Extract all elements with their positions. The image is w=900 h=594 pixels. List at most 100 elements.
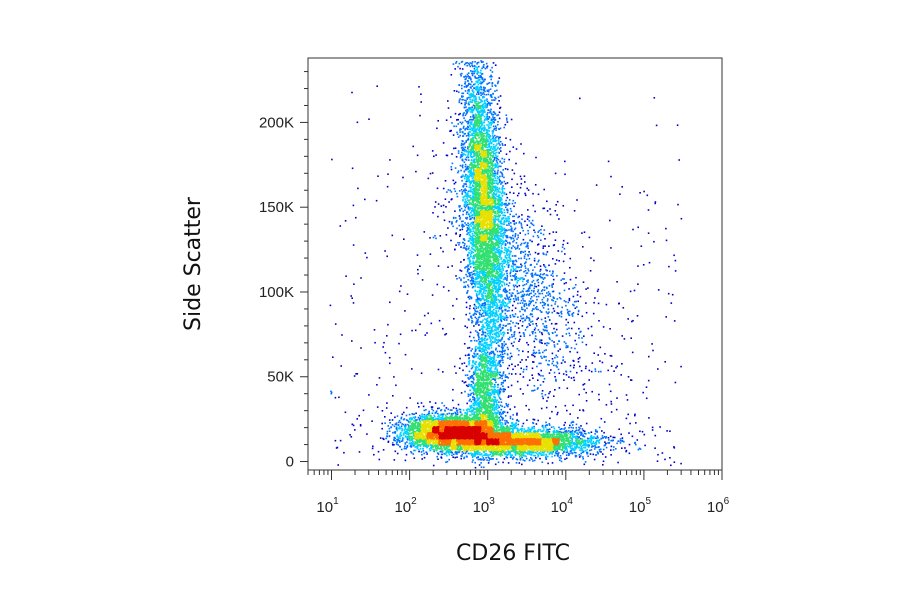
event-point xyxy=(406,429,408,431)
event-point xyxy=(502,354,504,356)
event-point xyxy=(534,232,536,234)
event-point xyxy=(507,242,509,244)
event-point xyxy=(491,83,493,85)
event-point xyxy=(453,454,455,456)
event-point xyxy=(458,84,460,86)
event-point xyxy=(495,64,497,66)
event-point xyxy=(494,139,496,141)
event-point xyxy=(547,313,549,315)
event-point xyxy=(575,307,577,309)
event-point xyxy=(496,331,498,333)
event-point xyxy=(542,396,544,398)
event-point xyxy=(522,291,524,293)
event-point xyxy=(527,209,529,211)
event-point xyxy=(479,350,481,352)
event-point xyxy=(470,101,472,103)
event-point xyxy=(506,278,508,280)
event-point xyxy=(412,146,414,148)
event-point xyxy=(533,423,535,425)
event-point xyxy=(585,443,587,445)
event-point xyxy=(591,439,593,441)
event-point xyxy=(364,199,366,201)
event-point xyxy=(465,154,467,156)
event-point xyxy=(424,414,426,416)
event-point xyxy=(514,255,516,257)
event-point xyxy=(531,452,533,454)
event-point xyxy=(472,276,474,278)
event-point xyxy=(549,285,551,287)
event-point xyxy=(538,293,540,295)
event-point xyxy=(470,62,472,64)
event-point xyxy=(360,347,362,349)
event-point xyxy=(544,378,546,380)
event-point xyxy=(574,446,576,448)
event-point xyxy=(519,248,521,250)
event-point xyxy=(526,317,528,319)
event-point xyxy=(620,440,622,442)
event-point xyxy=(504,144,506,146)
event-point xyxy=(465,106,467,108)
event-point xyxy=(473,87,475,89)
event-point xyxy=(472,133,474,135)
event-point xyxy=(648,417,650,419)
event-point xyxy=(488,462,490,464)
event-point xyxy=(499,108,501,110)
event-point xyxy=(502,190,504,192)
event-point xyxy=(463,282,465,284)
event-point xyxy=(464,205,466,207)
event-point xyxy=(405,424,407,426)
event-point xyxy=(469,274,471,276)
event-point xyxy=(529,293,531,295)
event-point xyxy=(500,405,502,407)
event-point xyxy=(480,81,482,83)
event-point xyxy=(465,286,467,288)
event-point xyxy=(443,212,445,214)
event-point xyxy=(469,135,471,137)
event-point xyxy=(512,220,514,222)
event-point xyxy=(513,335,515,337)
event-point xyxy=(438,265,440,267)
event-point xyxy=(611,446,613,448)
event-point xyxy=(460,157,462,159)
event-point xyxy=(506,114,508,116)
event-point xyxy=(538,282,540,284)
event-point xyxy=(553,296,555,298)
event-point xyxy=(489,82,491,84)
event-point xyxy=(479,341,481,343)
event-point xyxy=(482,104,484,106)
event-point xyxy=(498,143,500,145)
event-point xyxy=(415,413,417,415)
event-point xyxy=(521,359,523,361)
event-point xyxy=(349,434,351,436)
event-point xyxy=(438,369,440,371)
event-point xyxy=(494,220,496,222)
event-point xyxy=(647,195,649,197)
event-point xyxy=(502,332,504,334)
event-point xyxy=(482,324,484,326)
event-point xyxy=(468,226,470,228)
event-point xyxy=(474,304,476,306)
event-point xyxy=(537,235,539,237)
event-point xyxy=(463,458,465,460)
event-point xyxy=(584,464,586,466)
event-point xyxy=(467,284,469,286)
event-point xyxy=(664,459,666,461)
event-point xyxy=(510,320,512,322)
event-point xyxy=(573,296,575,298)
event-point xyxy=(471,73,473,75)
event-point xyxy=(493,159,495,161)
event-point xyxy=(550,452,552,454)
event-point xyxy=(598,441,600,443)
event-point xyxy=(541,332,543,334)
event-point xyxy=(567,451,569,453)
event-point xyxy=(442,413,444,415)
event-point xyxy=(411,439,413,441)
event-point xyxy=(513,238,515,240)
event-point xyxy=(582,409,584,411)
event-point xyxy=(496,319,498,321)
event-point xyxy=(488,128,490,130)
event-point xyxy=(526,366,528,368)
event-point xyxy=(453,63,455,65)
event-point xyxy=(373,454,375,456)
event-point xyxy=(564,427,566,429)
